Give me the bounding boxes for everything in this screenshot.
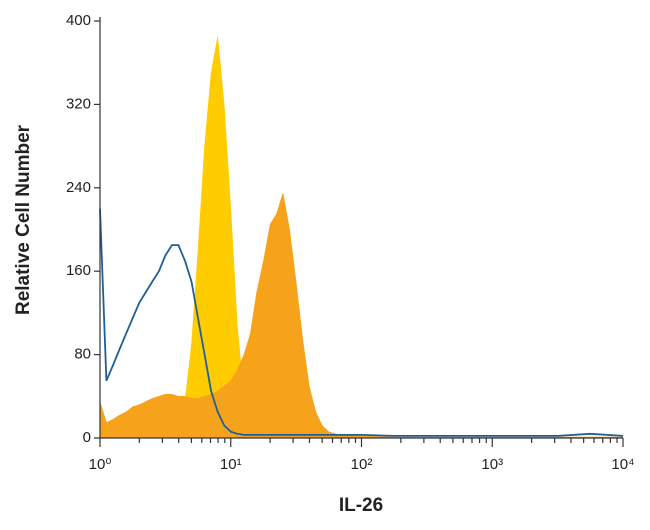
x-tick-label: 10¹ xyxy=(220,456,242,473)
y-axis-title: Relative Cell Number xyxy=(13,124,34,315)
x-tick-label: 10³ xyxy=(481,456,503,473)
x-tick-label: 10⁰ xyxy=(89,456,112,473)
y-tick-label: 240 xyxy=(66,179,91,196)
histogram-line xyxy=(99,208,624,437)
x-axis-title: IL-26 xyxy=(339,495,383,516)
y-tick-label: 80 xyxy=(74,346,91,363)
y-tick-label: 400 xyxy=(66,12,91,29)
x-tick-label: 10² xyxy=(351,456,373,473)
histogram-area xyxy=(99,192,624,439)
y-tick-label: 160 xyxy=(66,262,91,279)
x-tick-label: 10⁴ xyxy=(611,456,634,473)
y-tick-label: 320 xyxy=(66,95,91,112)
histogram-area xyxy=(100,36,623,439)
y-tick-label: 0 xyxy=(83,429,91,446)
